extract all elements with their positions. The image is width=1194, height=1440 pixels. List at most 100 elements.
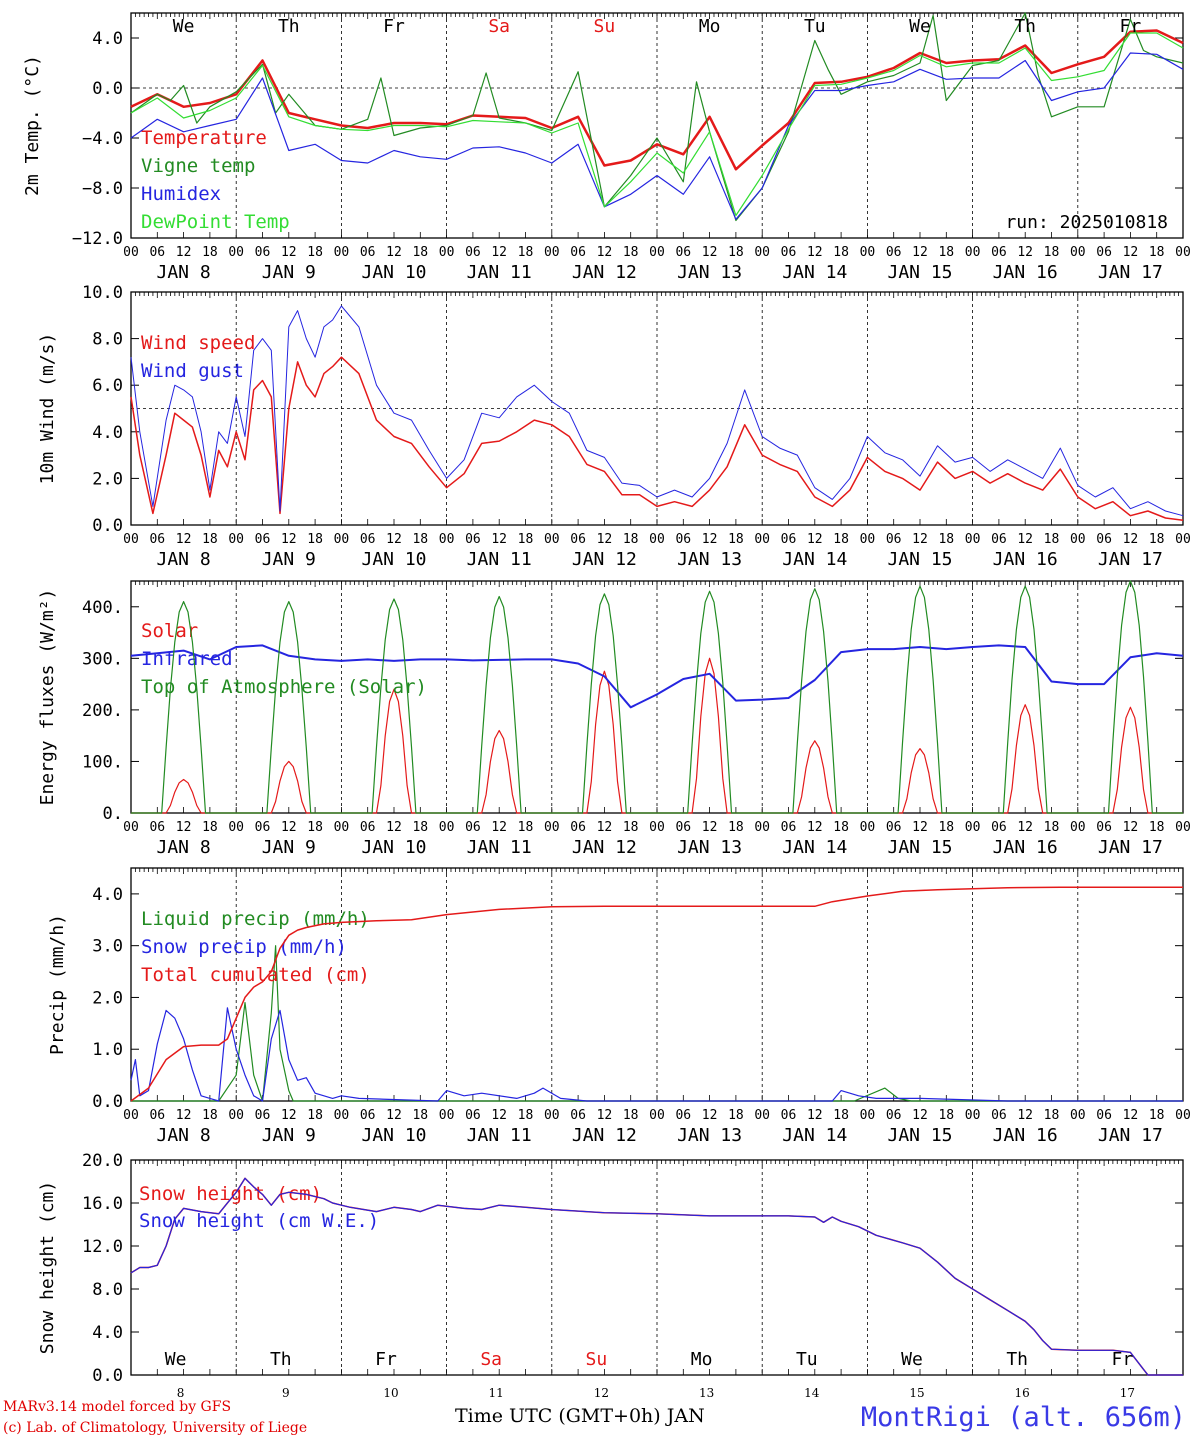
x-hour-label: 18 — [833, 245, 849, 260]
day-abbr: Su — [594, 16, 616, 37]
x-hour-label: 00 — [439, 532, 455, 547]
x-date-label: JAN 15 — [887, 262, 952, 283]
x-date-label: JAN 11 — [467, 837, 532, 858]
x-hour-label: 00 — [1175, 532, 1191, 547]
legend-entry: Snow height (cm) — [139, 1183, 322, 1205]
x-hour-label: 00 — [334, 245, 350, 260]
x-hour-label: 00 — [439, 1108, 455, 1123]
x-hour-label: 18 — [938, 245, 954, 260]
x-hour-label: 18 — [833, 532, 849, 547]
series-line-vigne-temp — [130, 12, 1184, 222]
x-hour-label: 06 — [886, 245, 902, 260]
x-date-label: JAN 17 — [1098, 549, 1163, 570]
legend-entry: Solar — [141, 620, 198, 642]
x-hour-label: 00 — [860, 820, 876, 835]
x-hour-label: 12 — [597, 1108, 613, 1123]
x-hour-label: 06 — [675, 532, 691, 547]
day-abbr: Sa — [488, 16, 510, 37]
x-hour-label: 00 — [123, 532, 139, 547]
x-hour-label: 18 — [1149, 245, 1165, 260]
x-hour-label: 12 — [1017, 532, 1033, 547]
legend-entry: Infrared — [141, 648, 233, 670]
x-hour-label: 12 — [912, 820, 928, 835]
x-hour-label: 00 — [544, 820, 560, 835]
x-hour-label: 18 — [623, 245, 639, 260]
day-abbr: Fr — [375, 1349, 397, 1370]
x-hour-label: 18 — [307, 245, 323, 260]
x-hour-label: 12 — [176, 532, 192, 547]
y-tick-label: 4.0 — [92, 423, 123, 443]
y-axis-label: 10m Wind (m/s) — [37, 333, 58, 485]
x-hour-label: 18 — [202, 1108, 218, 1123]
x-hour-label: 18 — [518, 532, 534, 547]
x-hour-label: 06 — [149, 1108, 165, 1123]
y-tick-label: 0. — [103, 804, 123, 824]
x-hour-label: 12 — [702, 820, 718, 835]
y-tick-label: 2.0 — [92, 469, 123, 489]
series-line-wind-speed — [130, 356, 1184, 522]
x-hour-label: 18 — [412, 1108, 428, 1123]
legend-entry: Top of Atmosphere (Solar) — [141, 676, 427, 698]
x-hour-label: 06 — [991, 820, 1007, 835]
x-axis-title: Time UTC (GMT+0h) JAN — [455, 1405, 705, 1427]
x-hour-label: 06 — [781, 245, 797, 260]
y-axis-label: Snow height (cm) — [37, 1181, 58, 1354]
y-tick-label: −12.0 — [72, 229, 123, 249]
series-line-infrared — [130, 644, 1184, 709]
y-tick-label: 0.0 — [92, 1092, 123, 1112]
x-hour-label: 18 — [938, 1108, 954, 1123]
x-hour-label: 00 — [649, 245, 665, 260]
x-hour-label: 00 — [228, 245, 244, 260]
x-hour-label: 12 — [1017, 1108, 1033, 1123]
x-hour-label: 18 — [1149, 532, 1165, 547]
x-hour-label: 12 — [1017, 245, 1033, 260]
y-tick-label: 4.0 — [92, 29, 123, 49]
x-hour-label: 12 — [176, 245, 192, 260]
y-tick-label: 100. — [82, 752, 123, 772]
x-hour-label: 06 — [991, 532, 1007, 547]
y-tick-label: 2.0 — [92, 988, 123, 1008]
x-hour-label: 00 — [754, 820, 770, 835]
series-line-snow-height-cm-w-e- — [130, 1177, 1183, 1376]
x-date-label: JAN 16 — [993, 262, 1058, 283]
x-hour-label: 00 — [965, 245, 981, 260]
x-hour-label: 18 — [1149, 820, 1165, 835]
x-hour-label: 00 — [544, 245, 560, 260]
x-hour-label: 12 — [386, 820, 402, 835]
x-hour-label: 06 — [781, 532, 797, 547]
x-hour-label: 18 — [202, 820, 218, 835]
x-hour-label: 18 — [307, 532, 323, 547]
x-day-number: 8 — [177, 1386, 185, 1400]
x-hour-label: 18 — [412, 532, 428, 547]
x-hour-label: 06 — [991, 1108, 1007, 1123]
x-hour-label: 06 — [360, 532, 376, 547]
y-tick-label: 300. — [82, 649, 123, 669]
x-hour-label: 00 — [649, 532, 665, 547]
x-date-label: JAN 12 — [572, 262, 637, 283]
legend-entry: Total cumulated (cm) — [141, 964, 370, 986]
legend-entry: Humidex — [141, 183, 221, 205]
x-hour-label: 00 — [965, 820, 981, 835]
x-hour-label: 12 — [1123, 245, 1139, 260]
x-hour-label: 00 — [754, 532, 770, 547]
x-hour-label: 06 — [570, 532, 586, 547]
x-hour-label: 00 — [1070, 1108, 1086, 1123]
x-day-number: 16 — [1015, 1386, 1030, 1400]
x-date-label: JAN 9 — [262, 1125, 316, 1146]
x-date-label: JAN 13 — [677, 549, 742, 570]
legend-entry: Snow height (cm W.E.) — [139, 1210, 379, 1232]
x-date-label: JAN 16 — [993, 837, 1058, 858]
x-hour-label: 00 — [334, 1108, 350, 1123]
x-hour-label: 00 — [228, 1108, 244, 1123]
x-hour-label: 12 — [912, 532, 928, 547]
x-day-number: 10 — [383, 1386, 398, 1400]
x-hour-label: 00 — [228, 532, 244, 547]
x-hour-label: 00 — [860, 245, 876, 260]
x-hour-label: 12 — [491, 532, 507, 547]
x-hour-label: 06 — [991, 245, 1007, 260]
x-hour-label: 00 — [334, 532, 350, 547]
x-hour-label: 06 — [1096, 245, 1112, 260]
y-tick-label: 20.0 — [82, 1151, 123, 1171]
day-abbr: Mo — [699, 16, 721, 37]
